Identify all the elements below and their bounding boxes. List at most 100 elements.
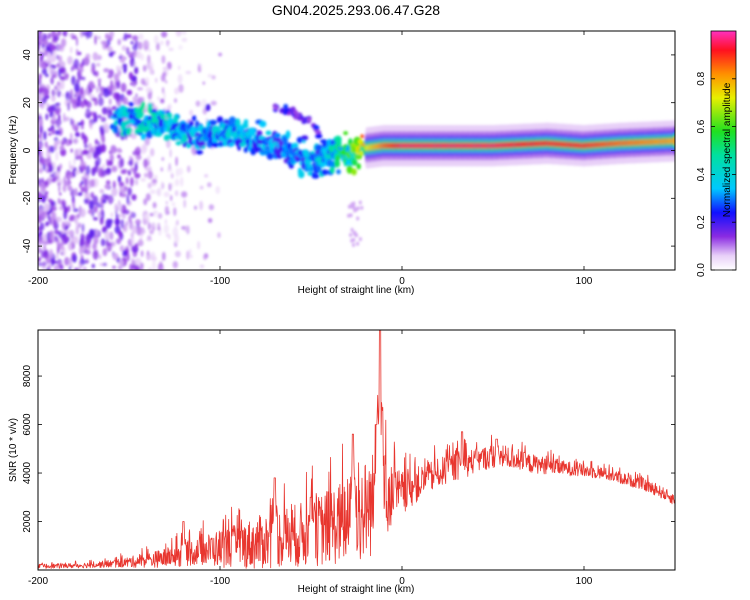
heatmap-noise-blob: [43, 203, 50, 212]
heatmap-ridge-blob: [281, 153, 288, 159]
heatmap-noise-blob: [93, 205, 98, 213]
heatmap-noise-blob: [90, 179, 95, 188]
heatmap-ridge-blob: [256, 130, 263, 137]
y-tick-label: -20: [22, 191, 33, 206]
heatmap-noise-blob: [38, 262, 44, 267]
heatmap-noise-blob: [130, 237, 135, 245]
heatmap-ridge-blob: [360, 134, 365, 139]
heatmap-ridge-blob: [124, 119, 131, 126]
heatmap-noise-blob: [129, 155, 132, 161]
colorbar-gradient: [711, 31, 736, 270]
heatmap-noise-blob: [47, 128, 52, 132]
colorbar-tick-label: 0.8: [696, 71, 707, 85]
heatmap-noise-blob: [113, 73, 120, 81]
heatmap-noise-blob: [105, 180, 111, 186]
heatmap-noise-blob: [126, 194, 130, 205]
spectrogram-x-axis-label: Height of straight line (km): [298, 285, 415, 296]
heatmap-noise-blob: [43, 244, 46, 250]
heatmap-noise-blob: [163, 90, 166, 100]
heatmap-tail-blob: [358, 237, 362, 242]
heatmap-noise-blob: [85, 249, 91, 255]
heatmap-noise-blob: [38, 97, 43, 105]
heatmap-ridge-blob: [180, 137, 186, 144]
heatmap-noise-blob: [85, 165, 91, 176]
heatmap-noise-blob: [38, 208, 41, 217]
heatmap-noise-blob: [97, 114, 102, 119]
heatmap-noise-blob: [163, 224, 170, 234]
heatmap-noise-blob: [64, 220, 69, 226]
heatmap-noise-blob: [76, 48, 79, 56]
heatmap-noise-blob: [76, 67, 80, 71]
heatmap-noise-blob: [95, 229, 99, 237]
heatmap-ridge-blob: [189, 120, 194, 127]
heatmap-noise-blob: [147, 170, 153, 180]
heatmap-noise-blob: [103, 87, 110, 98]
heatmap-noise-blob: [189, 109, 194, 116]
heatmap-noise-blob: [59, 145, 65, 150]
heatmap-noise-blob: [156, 42, 160, 51]
heatmap-noise-blob: [49, 200, 53, 207]
colorbar-tick-label: 0.2: [696, 215, 707, 229]
heatmap-noise-blob: [50, 200, 56, 207]
heatmap-noise-blob: [117, 147, 121, 153]
heatmap-trace-blob: [296, 115, 302, 121]
heatmap-noise-blob: [125, 221, 128, 226]
heatmap-noise-blob: [174, 179, 180, 186]
heatmap-noise-blob: [102, 163, 106, 170]
heatmap-tail-blob: [350, 227, 354, 232]
heatmap-noise-blob: [64, 73, 70, 79]
heatmap-noise-blob: [110, 50, 116, 55]
heatmap-noise-blob: [73, 34, 77, 40]
heatmap-noise-blob: [92, 66, 95, 73]
heatmap-noise-blob: [70, 188, 76, 197]
heatmap-noise-blob: [160, 31, 168, 38]
heatmap-noise-blob: [62, 93, 65, 97]
heatmap-noise-blob: [50, 257, 55, 267]
heatmap-noise-blob: [134, 66, 139, 75]
heatmap-noise-blob: [135, 219, 141, 225]
heatmap-noise-blob: [61, 240, 65, 246]
heatmap-noise-blob: [127, 169, 131, 176]
heatmap-noise-blob: [130, 211, 133, 216]
heatmap-noise-blob: [55, 151, 59, 161]
y-tick-label: 0: [22, 147, 33, 153]
heatmap-noise-blob: [142, 65, 147, 72]
x-tick-label: 100: [576, 276, 593, 287]
heatmap-noise-blob: [50, 125, 55, 130]
heatmap-noise-blob: [172, 227, 179, 237]
heatmap-noise-blob: [110, 79, 113, 90]
heatmap-noise-blob: [109, 87, 113, 96]
heatmap-noise-blob: [204, 174, 209, 178]
heatmap-noise-blob: [83, 266, 87, 270]
heatmap-noise-blob: [45, 46, 49, 52]
heatmap-tail-blob: [356, 216, 360, 221]
heatmap-noise-blob: [39, 235, 42, 242]
heatmap-noise-blob: [105, 33, 109, 40]
snr-panel: -200 -100 0 100 2000 4000 6000 8000 Height of …: [8, 329, 676, 595]
heatmap-noise-blob: [68, 257, 73, 266]
heatmap-noise-blob: [42, 260, 46, 270]
x-tick-label: 0: [399, 576, 405, 587]
heatmap-noise-blob: [81, 76, 86, 81]
heatmap-noise-blob: [88, 81, 95, 89]
heatmap-noise-blob: [141, 230, 144, 238]
heatmap-noise-blob: [61, 221, 66, 230]
heatmap-ridge-blob: [315, 133, 323, 139]
heatmap-noise-blob: [136, 225, 142, 236]
heatmap-noise-blob: [50, 53, 56, 63]
heatmap-noise-blob: [140, 53, 144, 61]
heatmap-noise-blob: [44, 73, 49, 78]
heatmap-ridge-blob: [242, 122, 249, 129]
heatmap-noise-blob: [198, 63, 201, 72]
heatmap-noise-blob: [101, 107, 108, 115]
heatmap-noise-blob: [148, 48, 151, 53]
heatmap-ridge-blob: [285, 130, 291, 139]
heatmap-noise-blob: [131, 194, 137, 201]
heatmap-noise-blob: [84, 240, 89, 248]
heatmap-tail-blob: [360, 205, 364, 210]
heatmap-ridge-blob: [248, 127, 256, 137]
heatmap-noise-blob: [97, 78, 102, 83]
heatmap-noise-blob: [149, 189, 156, 195]
heatmap-noise-blob: [165, 201, 168, 205]
x-tick-label: -100: [210, 276, 230, 287]
